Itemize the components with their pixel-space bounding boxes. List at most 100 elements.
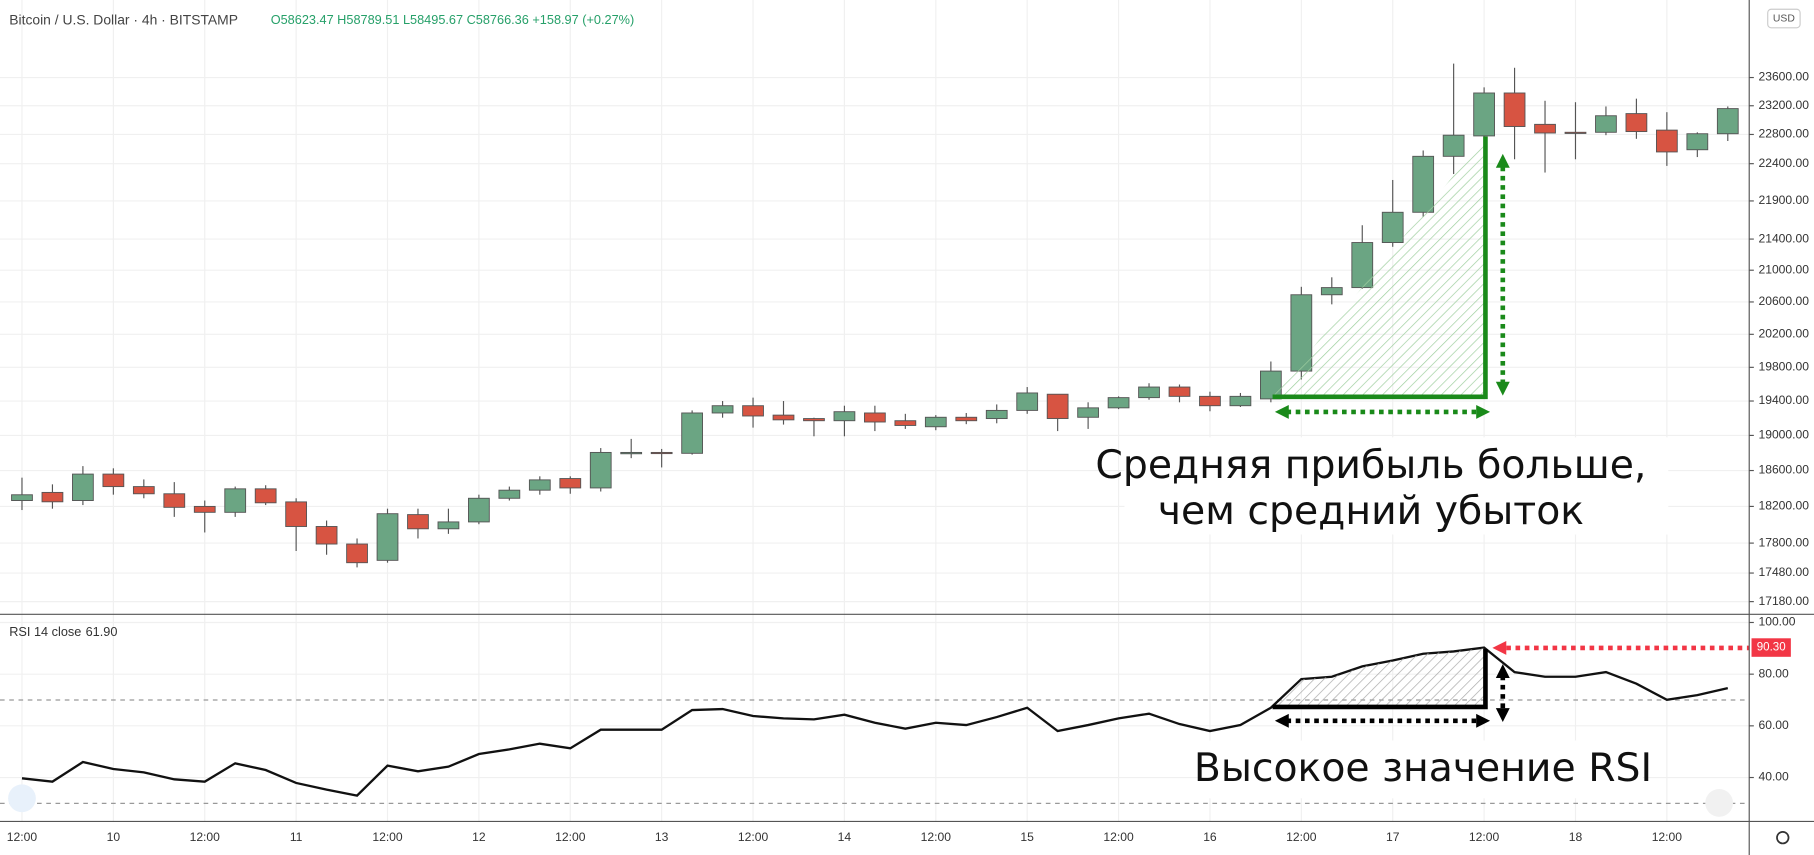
candle-body [437, 521, 460, 530]
y-tick-label: 21400.00 [1758, 231, 1809, 245]
x-tick-label: 12:00 [1652, 830, 1683, 844]
candle-body [163, 493, 186, 508]
price-marker-label: 90.30 [1757, 642, 1786, 654]
annotation-bg [1203, 740, 1643, 799]
candle-body [1168, 386, 1191, 397]
candle-body [1503, 92, 1526, 127]
candle-body [559, 478, 582, 489]
candle-body [1046, 393, 1069, 420]
arrow-head [1495, 153, 1510, 168]
candle-body [924, 416, 947, 428]
x-tick-label: 12:00 [555, 830, 586, 844]
arrow-head [1495, 381, 1510, 396]
y-tick-label: 40.00 [1758, 770, 1789, 784]
candle-body [1016, 392, 1039, 411]
y-tick-label: 80.00 [1758, 666, 1789, 680]
arrow-head [1495, 664, 1510, 678]
y-tick-label: 23200.00 [1758, 98, 1809, 112]
candle-body [1412, 155, 1435, 213]
y-tick-label: 60.00 [1758, 718, 1789, 732]
scroll-button[interactable] [1705, 789, 1734, 817]
arrow-head [1274, 404, 1289, 419]
y-tick-label: 21000.00 [1758, 262, 1809, 276]
arrow-head [1492, 640, 1507, 655]
candle-body [985, 409, 1008, 420]
candle-body [1320, 287, 1343, 296]
symbol: Bitcoin / U.S. Dollar · 4h · BITSTAMP [9, 11, 238, 27]
y-tick-label: 17180.00 [1758, 594, 1809, 608]
candle-body [1686, 133, 1709, 151]
x-tick-label: 18 [1569, 830, 1583, 844]
x-tick-label: 13 [655, 830, 669, 844]
y-tick-label: 100.00 [1758, 615, 1795, 629]
annotation: чем средний убыток [1158, 488, 1584, 534]
candle-body [407, 514, 429, 530]
candle-body [346, 543, 368, 564]
candle-body [498, 489, 521, 499]
candle-body [102, 473, 125, 488]
candle-body [1534, 123, 1556, 134]
candle-body [224, 488, 247, 513]
settings-icon[interactable] [1776, 830, 1790, 845]
candle-body [1442, 134, 1465, 157]
arrow-head [1495, 708, 1510, 722]
candle-body [1625, 113, 1648, 133]
candle-body [864, 412, 886, 423]
currency-box[interactable] [1767, 8, 1801, 29]
x-tick-label: 12 [472, 830, 486, 844]
candle-body [1655, 129, 1678, 153]
y-tick-label: 20200.00 [1758, 327, 1809, 341]
x-tick-label: 15 [1020, 830, 1034, 844]
arrow [1272, 649, 1488, 710]
y-tick-label: 22400.00 [1758, 156, 1809, 170]
candle-body [803, 418, 825, 422]
candle-body [1473, 92, 1495, 137]
candle-body [1199, 395, 1221, 407]
arrow-head [1476, 713, 1491, 728]
arrow [1272, 136, 1488, 400]
x-tick-label: 12:00 [372, 830, 403, 844]
candle-body [589, 451, 612, 489]
candle-body [315, 526, 338, 545]
candle-body [376, 513, 399, 561]
arrow-head [1476, 404, 1491, 419]
x-tick-label: 12:00 [7, 830, 38, 844]
candle-body [894, 420, 917, 426]
ohlc: O58623.47 H58789.51 L58495.67 C58766.36 … [271, 12, 634, 27]
y-tick-label: 21900.00 [1758, 193, 1809, 207]
candle-body [528, 479, 551, 491]
y-tick-label: 20600.00 [1758, 294, 1809, 308]
marks [11, 63, 1739, 797]
logo[interactable] [8, 784, 36, 813]
x-tick-label: 12:00 [1469, 830, 1500, 844]
candle-body [681, 412, 703, 454]
candle-body [193, 505, 216, 513]
candle-body [1716, 108, 1739, 135]
candle-body [41, 491, 64, 503]
x-tick-label: 16 [1203, 830, 1217, 844]
candle-body [1229, 395, 1252, 407]
hatch [1272, 647, 1486, 707]
x-tick-label: 12:00 [1103, 830, 1134, 844]
candle-body [132, 486, 155, 495]
indicator-name: RSI 14 close [9, 624, 81, 639]
x-tick-label: 12:00 [738, 830, 769, 844]
candle-body [72, 473, 94, 501]
candle-body [285, 501, 308, 527]
y-tick-label: 23600.00 [1758, 70, 1809, 84]
annotation-bg [1124, 437, 1669, 535]
candle-body [1107, 397, 1130, 409]
candle-body [1077, 407, 1099, 418]
currency: USD [1773, 13, 1795, 24]
candle-body [742, 405, 764, 417]
price-marker [1751, 638, 1791, 657]
y-tick-label: 22800.00 [1758, 127, 1809, 141]
candle-body [1138, 386, 1160, 399]
candle-body [620, 451, 643, 455]
rsi-line [21, 646, 1729, 797]
indicator-value: 61.90 [86, 624, 118, 639]
x-tick-label: 11 [290, 830, 303, 844]
annotation: Высокое значение RSI [1194, 745, 1652, 791]
y-tick-label: 17800.00 [1758, 535, 1809, 549]
